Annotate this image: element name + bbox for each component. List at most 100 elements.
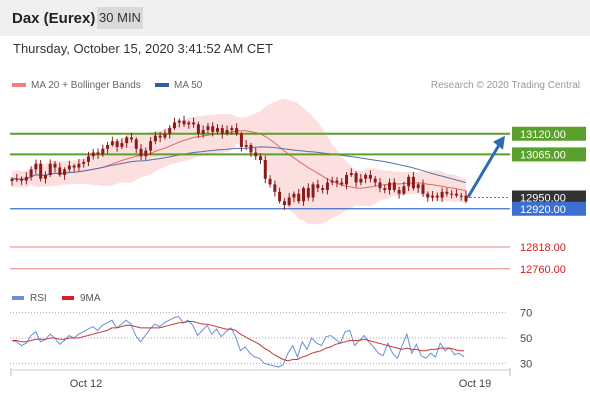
candle-body <box>354 173 358 183</box>
candle-body <box>450 193 454 195</box>
candle-body <box>359 178 363 183</box>
research-credit: Research © 2020 Trading Central <box>430 80 580 91</box>
rsi-tick-70: 70 <box>520 308 532 320</box>
candle-body <box>215 128 219 132</box>
candle-body <box>24 176 28 181</box>
candle-body <box>163 133 167 138</box>
candle-body <box>72 165 76 168</box>
candle-body <box>345 175 349 185</box>
candle-body <box>325 182 329 190</box>
candle-body <box>77 163 81 168</box>
candle-body <box>115 141 119 147</box>
rsi-line <box>11 315 465 368</box>
candle-body <box>454 193 458 196</box>
rsi-legend: RSI <box>12 293 47 305</box>
candle-body <box>392 182 396 190</box>
candle-body <box>278 191 282 202</box>
candle-body <box>15 178 19 180</box>
candle-body <box>445 191 449 194</box>
candle-body <box>263 160 267 179</box>
timestamp: Thursday, October 15, 2020 3:41:52 AM CE… <box>13 41 273 56</box>
candle-body <box>378 182 382 189</box>
ma50-legend-label: MA 50 <box>174 80 203 91</box>
chart-header: Dax (Eurex) 30 MIN <box>0 0 590 36</box>
candle-body <box>201 130 205 134</box>
candle-body <box>106 145 110 149</box>
candle-body <box>182 120 186 125</box>
candle-body <box>125 137 129 144</box>
candle-body <box>459 195 463 197</box>
level-label-12760.00: 12760.00 <box>520 264 566 276</box>
rsi-tick-50: 50 <box>520 333 532 345</box>
level-label-12920.00: 12920.00 <box>520 204 566 216</box>
candle-body <box>292 193 296 198</box>
candle-body <box>29 169 33 177</box>
candle-body <box>110 141 114 145</box>
candle-body <box>249 145 253 153</box>
candle-body <box>206 126 210 130</box>
candle-body <box>321 188 325 190</box>
candle-body <box>239 133 243 147</box>
candle-body <box>230 128 234 130</box>
candle-body <box>302 188 306 202</box>
level-label-12818.00: 12818.00 <box>520 242 566 254</box>
candle-body <box>431 195 435 198</box>
x-tick-label: Oct 19 <box>459 378 491 390</box>
rsi-ma-line <box>12 321 464 362</box>
candle-body <box>268 178 272 185</box>
candle-body <box>225 130 229 134</box>
candle-body <box>297 193 301 202</box>
candle-body <box>311 184 315 198</box>
x-tick-label: Oct 12 <box>70 378 102 390</box>
candle-body <box>273 184 277 192</box>
level-label-12950.00: 12950.00 <box>520 193 566 205</box>
candle-body <box>58 167 62 175</box>
candle-body <box>254 152 258 157</box>
candle-body <box>134 139 138 149</box>
rsi-ma-legend-label: 9MA <box>80 293 101 304</box>
candle-body <box>383 188 387 190</box>
candle-body <box>421 184 425 194</box>
ma50-swatch <box>155 83 169 88</box>
candle-body <box>426 193 430 198</box>
ma20-legend: MA 20 + Bollinger Bands <box>12 80 141 92</box>
candle-body <box>101 148 105 155</box>
candle-body <box>187 122 191 125</box>
ma20-swatch <box>12 83 26 88</box>
level-tag-12950.00 <box>512 190 586 205</box>
candle-body <box>172 122 176 129</box>
candle-body <box>364 175 368 179</box>
interval-badge[interactable]: 30 MIN <box>97 7 143 29</box>
ma20-legend-label: MA 20 + Bollinger Bands <box>31 80 141 91</box>
bollinger-band <box>12 98 466 225</box>
candle-body <box>129 137 133 140</box>
candle-body <box>335 180 339 183</box>
candle-body <box>10 178 14 181</box>
candle-body <box>48 163 52 175</box>
candle-body <box>192 122 196 125</box>
candle-body <box>211 126 215 132</box>
candle-body <box>411 176 415 189</box>
candle-body <box>340 182 344 185</box>
candle-body <box>63 169 67 175</box>
candle-body <box>120 143 124 147</box>
candle-body <box>43 175 47 179</box>
candle-body <box>158 135 162 138</box>
rsi-swatch <box>12 296 24 301</box>
candle-body <box>330 180 334 183</box>
candle-body <box>397 190 401 194</box>
candle-body <box>388 182 392 190</box>
candle-body <box>373 178 377 183</box>
candle-body <box>96 152 100 155</box>
level-tag-13065.00 <box>512 147 586 162</box>
candle-body <box>287 197 291 205</box>
level-label-13120.00: 13120.00 <box>520 129 566 141</box>
candle-body <box>82 161 86 164</box>
candle-body <box>440 191 444 198</box>
candle-body <box>149 141 153 151</box>
candle-body <box>435 195 439 198</box>
candle-body <box>34 163 38 170</box>
candle-body <box>407 176 411 187</box>
rsi-ma-swatch <box>62 296 74 301</box>
